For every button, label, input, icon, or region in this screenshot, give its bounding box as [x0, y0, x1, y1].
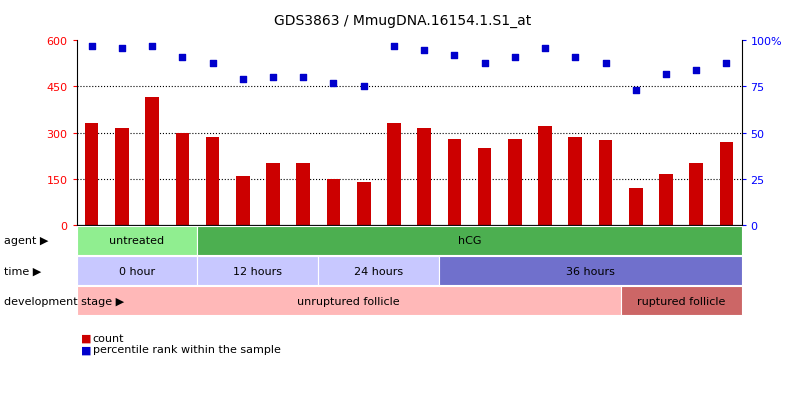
Point [236, 76, 249, 83]
Point [538, 45, 551, 52]
Point [267, 75, 280, 81]
Point [659, 71, 672, 78]
Point [478, 60, 491, 66]
Text: ■: ■ [81, 333, 91, 343]
Text: 12 hours: 12 hours [234, 266, 282, 276]
Point [297, 75, 310, 81]
Bar [176, 133, 189, 225]
Bar [418, 128, 431, 225]
Bar [508, 139, 521, 225]
Text: 0 hour: 0 hour [119, 266, 155, 276]
Bar [629, 188, 642, 225]
Text: 24 hours: 24 hours [355, 266, 403, 276]
Text: 36 hours: 36 hours [566, 266, 615, 276]
Point [448, 53, 461, 59]
Text: agent ▶: agent ▶ [4, 236, 48, 246]
Bar [720, 142, 733, 225]
Text: hCG: hCG [458, 236, 481, 246]
Point [206, 60, 219, 66]
Text: ■: ■ [81, 344, 91, 354]
Bar [659, 175, 673, 225]
Bar [568, 138, 582, 225]
Bar [266, 164, 280, 225]
Point [327, 80, 340, 87]
Bar [478, 149, 492, 225]
Bar [599, 141, 613, 225]
Point [388, 43, 401, 50]
Text: time ▶: time ▶ [4, 266, 41, 276]
Point [115, 45, 128, 52]
Text: untreated: untreated [110, 236, 164, 246]
Text: percentile rank within the sample: percentile rank within the sample [93, 344, 280, 354]
Text: GDS3863 / MmugDNA.16154.1.S1_at: GDS3863 / MmugDNA.16154.1.S1_at [274, 14, 532, 28]
Bar [85, 124, 98, 225]
Bar [115, 128, 129, 225]
Point [569, 55, 582, 61]
Text: development stage ▶: development stage ▶ [4, 296, 124, 306]
Point [599, 60, 612, 66]
Point [176, 55, 189, 61]
Bar [145, 98, 159, 225]
Bar [538, 127, 552, 225]
Point [85, 43, 98, 50]
Bar [357, 182, 371, 225]
Text: count: count [93, 333, 124, 343]
Point [690, 67, 703, 74]
Point [357, 84, 370, 90]
Bar [387, 124, 401, 225]
Point [629, 88, 642, 94]
Point [720, 60, 733, 66]
Point [146, 43, 159, 50]
Bar [236, 176, 250, 225]
Point [418, 47, 430, 54]
Bar [326, 179, 340, 225]
Bar [297, 164, 310, 225]
Bar [689, 164, 703, 225]
Bar [447, 139, 461, 225]
Point [509, 55, 521, 61]
Text: unruptured follicle: unruptured follicle [297, 296, 400, 306]
Text: ruptured follicle: ruptured follicle [637, 296, 725, 306]
Bar [206, 138, 219, 225]
